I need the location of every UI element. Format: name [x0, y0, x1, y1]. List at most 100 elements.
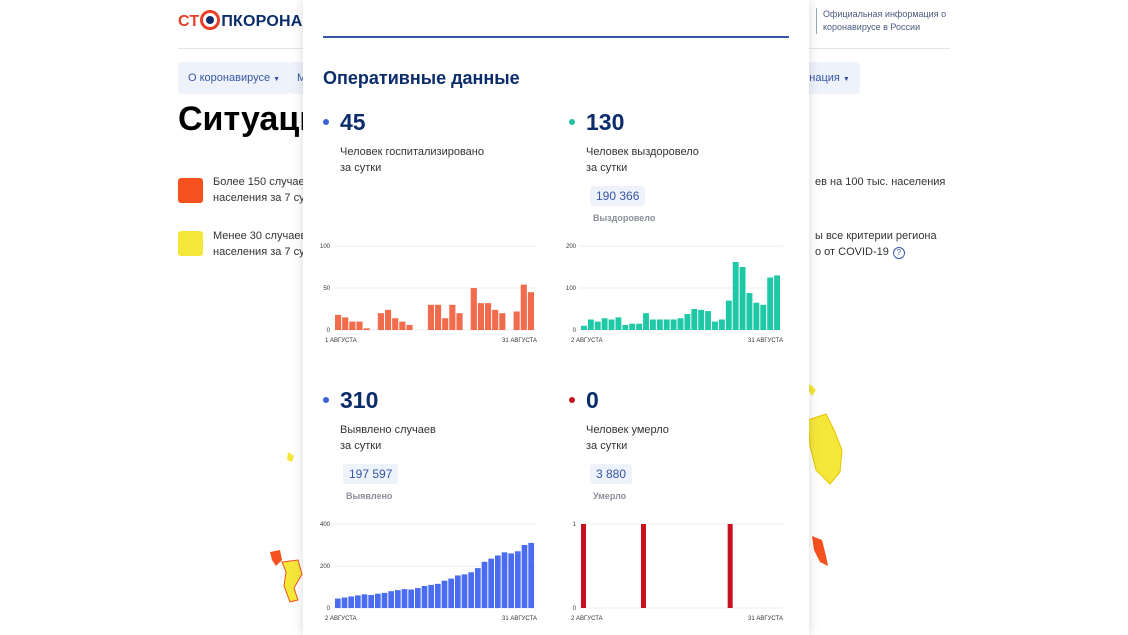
bar[interactable] — [377, 313, 384, 330]
bar[interactable] — [335, 314, 342, 330]
bar[interactable] — [622, 324, 629, 330]
bar[interactable] — [521, 545, 528, 608]
bar[interactable] — [643, 313, 649, 330]
bar[interactable] — [670, 319, 677, 331]
map-region[interactable] — [812, 536, 828, 566]
bar[interactable] — [774, 275, 780, 330]
bar[interactable] — [520, 284, 527, 330]
bar[interactable] — [435, 583, 441, 608]
bar[interactable] — [515, 551, 521, 608]
bar[interactable] — [629, 323, 636, 330]
site-logo[interactable]: СТ ПКОРОНАВ — [178, 10, 314, 31]
bar[interactable] — [455, 575, 461, 608]
bar[interactable] — [381, 592, 388, 608]
bar[interactable] — [594, 321, 601, 330]
bar[interactable] — [442, 318, 449, 330]
bar[interactable] — [725, 300, 732, 330]
bar[interactable] — [684, 314, 691, 330]
bar[interactable] — [615, 317, 622, 330]
official-info[interactable]: Официальная информация о коронавирусе в … — [816, 8, 953, 34]
bar[interactable] — [712, 321, 718, 330]
bar[interactable] — [335, 598, 341, 608]
bar[interactable] — [356, 321, 363, 330]
bar[interactable] — [375, 593, 381, 608]
bar[interactable] — [705, 311, 712, 330]
bar[interactable] — [488, 558, 494, 608]
bar[interactable] — [513, 311, 520, 330]
bar[interactable] — [475, 568, 481, 608]
bar[interactable] — [477, 303, 484, 330]
bar[interactable] — [492, 309, 499, 330]
bar[interactable] — [342, 317, 349, 330]
map-region[interactable] — [808, 384, 816, 396]
bar[interactable] — [361, 594, 368, 608]
bar[interactable] — [441, 580, 448, 608]
map-region[interactable] — [270, 550, 282, 566]
bar[interactable] — [355, 595, 361, 608]
bar[interactable] — [385, 309, 392, 330]
russia-map-west[interactable] — [268, 440, 308, 610]
hosp-chart[interactable]: 0 50 100 1 АВГУСТА 31 АВГУСТА — [315, 238, 545, 348]
bar[interactable] — [587, 319, 594, 331]
bar[interactable] — [408, 589, 414, 608]
map-region[interactable] — [287, 452, 294, 462]
bar[interactable] — [601, 318, 608, 330]
bar[interactable] — [428, 584, 434, 608]
bar[interactable] — [501, 552, 508, 608]
map-region[interactable] — [807, 413, 843, 485]
bar[interactable] — [427, 304, 434, 330]
bar[interactable] — [395, 590, 401, 608]
bar[interactable] — [718, 319, 725, 331]
map-region[interactable] — [281, 559, 303, 603]
bar[interactable] — [649, 319, 656, 331]
bar[interactable] — [691, 309, 698, 330]
bar[interactable] — [461, 574, 468, 608]
bar[interactable] — [608, 319, 615, 331]
bar[interactable] — [636, 323, 643, 330]
bar[interactable] — [448, 578, 454, 608]
bar[interactable] — [581, 524, 586, 608]
bar[interactable] — [449, 304, 456, 330]
bar[interactable] — [485, 303, 492, 330]
cases-chart[interactable]: 0 200 400 2 АВГУСТА 31 АВГУСТА — [315, 516, 545, 626]
bar[interactable] — [499, 313, 506, 330]
bar[interactable] — [363, 328, 370, 330]
bar[interactable] — [401, 589, 408, 608]
recovered-chart[interactable]: 0 100 200 2 АВГУСТА 31 АВГУСТА — [561, 238, 791, 348]
bar[interactable] — [760, 304, 767, 330]
bar[interactable] — [399, 321, 406, 330]
help-icon[interactable]: ? — [892, 247, 905, 259]
bar[interactable] — [581, 325, 587, 330]
bar[interactable] — [392, 318, 399, 330]
bar[interactable] — [388, 591, 394, 608]
bar[interactable] — [739, 267, 746, 330]
bar[interactable] — [495, 555, 501, 609]
bar[interactable] — [753, 302, 760, 330]
russia-map-east[interactable] — [800, 380, 860, 580]
bar[interactable] — [435, 304, 442, 330]
nav-about-button[interactable]: О коронавирусе ▼ — [178, 62, 291, 94]
bar[interactable] — [406, 324, 413, 330]
bar[interactable] — [456, 313, 463, 330]
bar[interactable] — [767, 277, 774, 331]
bar[interactable] — [698, 309, 705, 330]
bar[interactable] — [341, 597, 348, 609]
bar[interactable] — [349, 321, 356, 330]
bar[interactable] — [421, 585, 428, 608]
deaths-chart[interactable]: 0 1 2 АВГУСТА 31 АВГУСТА — [561, 516, 791, 626]
bar[interactable] — [527, 292, 534, 330]
bar[interactable] — [368, 594, 374, 608]
bar[interactable] — [677, 318, 684, 330]
bar[interactable] — [481, 561, 488, 608]
bar[interactable] — [656, 319, 663, 331]
bar[interactable] — [468, 572, 474, 608]
bar[interactable] — [727, 524, 733, 608]
bar[interactable] — [508, 553, 514, 608]
bar[interactable] — [415, 588, 421, 608]
bar[interactable] — [641, 524, 646, 608]
bar[interactable] — [348, 596, 354, 608]
bar[interactable] — [528, 542, 534, 608]
bar[interactable] — [732, 261, 739, 330]
bar[interactable] — [470, 288, 477, 330]
bar[interactable] — [663, 319, 670, 331]
